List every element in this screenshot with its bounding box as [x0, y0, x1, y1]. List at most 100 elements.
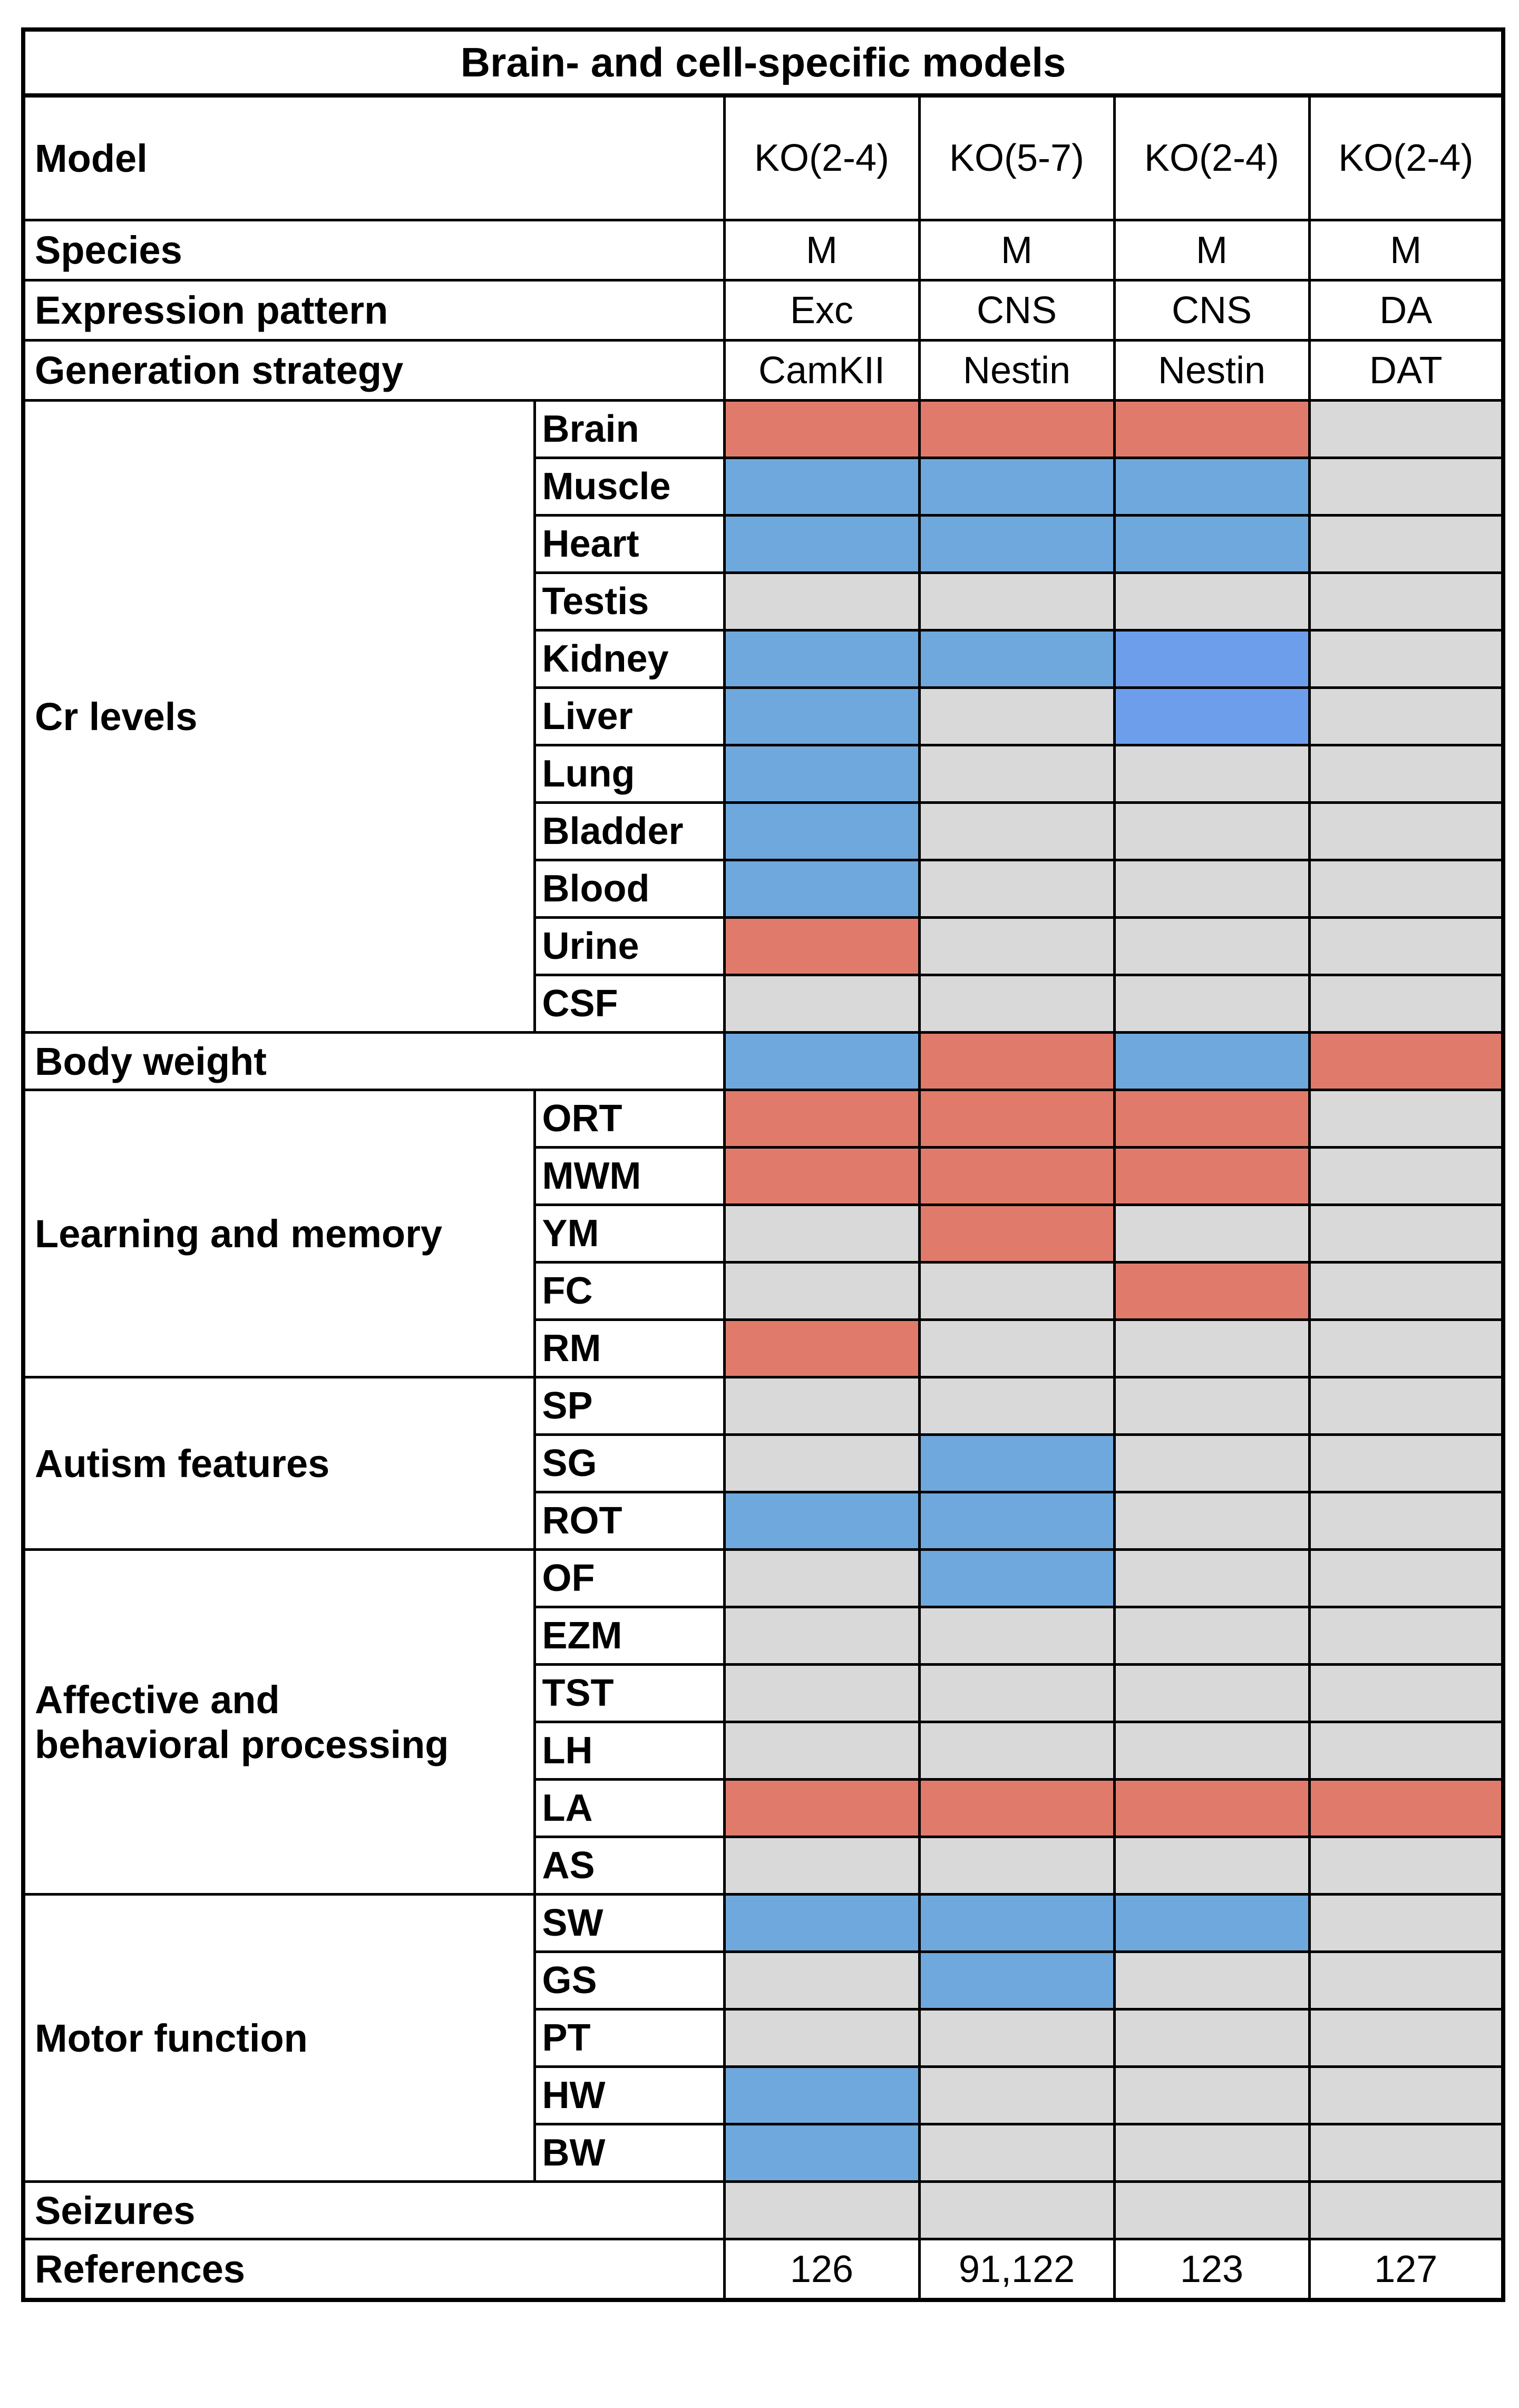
- effect-cell-none: [723, 1663, 921, 1723]
- effect-cell-none: [1308, 1433, 1506, 1493]
- row-label: Heart: [533, 514, 726, 574]
- effect-cell-none: [723, 2008, 921, 2068]
- effect-cell-none: [1308, 1950, 1506, 2011]
- generation-header: Generation strategy: [21, 339, 726, 402]
- effect-cell-none: [723, 1606, 921, 1666]
- effect-cell-decrease: [918, 1893, 1116, 1953]
- effect-cell-increase: [723, 1318, 921, 1378]
- group-cr-levels: Cr levels: [21, 399, 536, 1034]
- row-label: CSF: [533, 974, 726, 1034]
- row-label: YM: [533, 1203, 726, 1264]
- model-header: Model: [21, 94, 726, 221]
- effect-cell-none: [1308, 916, 1506, 976]
- effect-cell-decrease: [723, 514, 921, 574]
- effect-cell-none: [918, 1663, 1116, 1723]
- effect-cell-none: [918, 859, 1116, 919]
- effect-cell-none: [1308, 1893, 1506, 1953]
- effect-cell-decrease: [1113, 1031, 1311, 1091]
- generation-col-1: CamKII: [723, 339, 921, 402]
- row-seizures: Seizures: [21, 2180, 1506, 2240]
- row-sg: SG: [23, 1433, 1506, 1493]
- row-heart: Heart: [23, 514, 1506, 574]
- effect-cell-none: [723, 571, 921, 632]
- species-col-2: M: [918, 219, 1116, 281]
- effect-cell-increase: [1113, 1778, 1311, 1838]
- effect-cell-decrease: [723, 686, 921, 746]
- effect-cell-none: [918, 2123, 1116, 2183]
- effect-cell-increase: [1113, 1089, 1311, 1149]
- effect-cell-none: [1113, 2123, 1311, 2183]
- effect-cell-none: [1308, 1606, 1506, 1666]
- species-header: Species: [21, 219, 726, 281]
- reference-col-2: 91,122: [918, 2238, 1116, 2302]
- group-motor-function: Motor function: [21, 1893, 536, 2183]
- effect-cell-decrease: [723, 2065, 921, 2125]
- effect-cell-increase: [723, 1089, 921, 1149]
- effect-cell-none: [1113, 801, 1311, 861]
- row-gs: GS: [23, 1950, 1506, 2011]
- group-autism-features: Autism features: [21, 1376, 536, 1551]
- effect-cell-none: [918, 1261, 1116, 1321]
- effect-cell-increase: [723, 1778, 921, 1838]
- effect-cell-none: [1308, 1318, 1506, 1378]
- row-as: AS: [23, 1836, 1506, 1896]
- row-label: Testis: [533, 571, 726, 632]
- effect-cell-none: [1308, 2180, 1506, 2240]
- row-label: ROT: [533, 1491, 726, 1551]
- effect-cell-none: [1308, 399, 1506, 459]
- group-seizures: Seizures: [21, 2180, 726, 2240]
- effect-cell-none: [1113, 1203, 1311, 1264]
- row-mwm: MWM: [23, 1146, 1506, 1206]
- effect-cell-decrease: [1113, 1893, 1311, 1953]
- row-liver: Liver: [23, 686, 1506, 746]
- effect-cell-none: [1113, 1721, 1311, 1781]
- row-label: RM: [533, 1318, 726, 1378]
- effect-cell-none: [1308, 1548, 1506, 1608]
- row-ort: Learning and memory ORT: [21, 1089, 1506, 1378]
- effect-cell-none: [1308, 571, 1506, 632]
- effect-cell-none: [1113, 1950, 1311, 2011]
- row-label: Muscle: [533, 457, 726, 517]
- effect-cell-none: [1113, 974, 1311, 1034]
- effect-cell-none: [918, 974, 1116, 1034]
- effect-cell-decrease: [723, 1031, 921, 1091]
- effect-cell-none: [723, 1433, 921, 1493]
- effect-cell-increase: [723, 399, 921, 459]
- phenotype-table: Brain- and cell-specific models Model KO…: [21, 27, 1506, 2373]
- row-label: Blood: [533, 859, 726, 919]
- effect-cell-none: [1308, 1203, 1506, 1264]
- effect-cell-decrease: [723, 1491, 921, 1551]
- row-ezm: EZM: [23, 1606, 1506, 1666]
- effect-cell-decrease: [918, 1433, 1116, 1493]
- row-rot: ROT: [23, 1491, 1506, 1551]
- row-label: FC: [533, 1261, 726, 1321]
- effect-cell-none: [1308, 1491, 1506, 1551]
- effect-cell-increase: [1308, 1031, 1506, 1091]
- references-header: References: [21, 2238, 726, 2302]
- effect-cell-none: [723, 1950, 921, 2011]
- row-blood: Blood: [23, 859, 1506, 919]
- group-body-weight: Body weight: [21, 1031, 726, 1091]
- effect-cell-decrease: [1113, 686, 1311, 746]
- effect-cell-none: [1113, 1376, 1311, 1436]
- effect-cell-none: [918, 571, 1116, 632]
- effect-cell-decrease: [918, 1548, 1116, 1608]
- effect-cell-none: [1308, 457, 1506, 517]
- effect-cell-decrease: [1113, 514, 1311, 574]
- effect-cell-increase: [918, 1203, 1116, 1264]
- effect-cell-increase: [723, 1146, 921, 1206]
- effect-cell-none: [723, 1548, 921, 1608]
- row-label: Brain: [533, 399, 726, 459]
- effect-cell-decrease: [918, 457, 1116, 517]
- effect-cell-none: [1113, 1318, 1311, 1378]
- row-label: HW: [533, 2065, 726, 2125]
- effect-cell-none: [723, 1836, 921, 1896]
- effect-cell-none: [723, 1721, 921, 1781]
- model-col-1: KO(2-4): [723, 94, 921, 221]
- row-label: Urine: [533, 916, 726, 976]
- effect-cell-none: [723, 974, 921, 1034]
- row-urine: Urine: [23, 916, 1506, 976]
- row-csf: CSF: [23, 974, 1506, 1034]
- row-tst: TST: [23, 1663, 1506, 1723]
- effect-cell-none: [918, 1376, 1116, 1436]
